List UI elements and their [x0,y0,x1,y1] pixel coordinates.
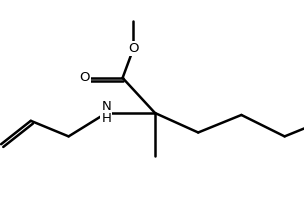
Text: O: O [128,42,139,55]
Text: O: O [80,71,90,84]
Text: N
H: N H [102,101,111,126]
